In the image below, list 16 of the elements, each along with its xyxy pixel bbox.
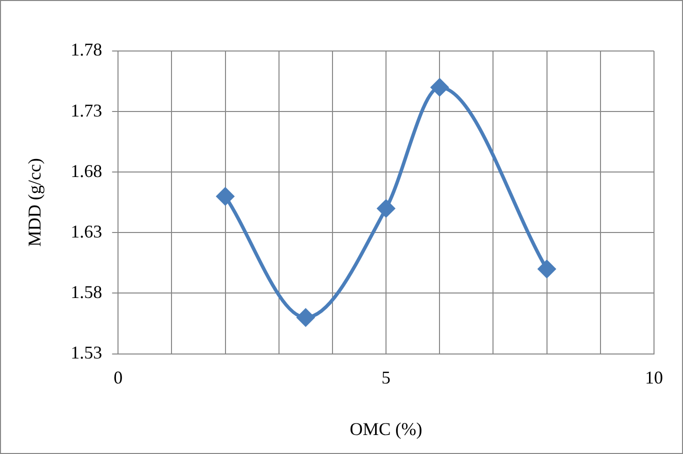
y-tick-label: 1.68 bbox=[70, 160, 102, 181]
y-tick-label: 1.73 bbox=[70, 100, 102, 120]
y-tick-label: 1.63 bbox=[70, 221, 102, 242]
point bbox=[296, 308, 314, 326]
y-tick-label: 1.78 bbox=[70, 40, 102, 60]
x-tick-label: 10 bbox=[645, 367, 663, 388]
y-tick-label: 1.58 bbox=[70, 282, 102, 302]
point bbox=[538, 260, 556, 278]
y-tick-label: 1.53 bbox=[70, 342, 102, 363]
y-axis-title: MDD (g/cc) bbox=[24, 158, 45, 247]
x-tick-label: 0 bbox=[114, 367, 123, 388]
point bbox=[430, 78, 448, 96]
point bbox=[377, 200, 395, 218]
point bbox=[216, 188, 234, 206]
x-tick-label: 5 bbox=[382, 367, 391, 388]
x-axis-title: OMC (%) bbox=[350, 418, 422, 439]
